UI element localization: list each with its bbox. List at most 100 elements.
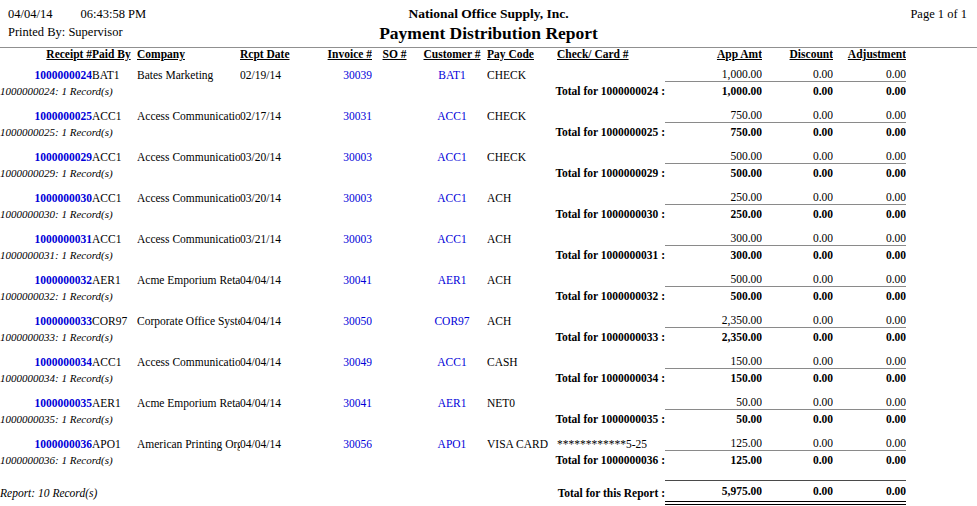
paid-by-cell: ACC1: [92, 184, 137, 205]
receipt-total-discount: 0.00: [762, 123, 833, 144]
receipt-total-row: 1000000036: 1 Record(s) Total for 100000…: [0, 451, 977, 472]
customer-number-link[interactable]: AER1: [417, 389, 487, 410]
paid-by-cell: AER1: [92, 266, 137, 287]
invoice-number-link[interactable]: 30003: [302, 184, 372, 205]
receipt-total-discount: 0.00: [762, 451, 833, 472]
receipt-total-discount: 0.00: [762, 205, 833, 226]
receipt-number-link[interactable]: 1000000024: [0, 61, 92, 82]
receipt-total-row: 1000000025: 1 Record(s) Total for 100000…: [0, 123, 977, 144]
customer-number-link[interactable]: APO1: [417, 430, 487, 451]
receipt-total-discount: 0.00: [762, 287, 833, 308]
rcpt-date-cell: 03/20/14: [240, 184, 302, 205]
receipt-number-link[interactable]: 1000000036: [0, 430, 92, 451]
receipt-total-adjustment: 0.00: [833, 410, 906, 431]
adjustment-cell: 0.00: [833, 307, 906, 328]
record-count-text: 1000000029: 1 Record(s): [0, 164, 487, 185]
invoice-number-link[interactable]: 30039: [302, 61, 372, 82]
invoice-number-link[interactable]: 30031: [302, 102, 372, 123]
record-count-text: 1000000033: 1 Record(s): [0, 328, 487, 349]
col-header-adjustment: Adjustment: [833, 48, 906, 61]
receipt-total-adjustment: 0.00: [833, 328, 906, 349]
invoice-number-link[interactable]: 30049: [302, 348, 372, 369]
receipt-number-link[interactable]: 1000000032: [0, 266, 92, 287]
receipt-total-adjustment: 0.00: [833, 164, 906, 185]
app-amt-cell: 500.00: [665, 266, 762, 287]
rcpt-date-cell: 02/17/14: [240, 102, 302, 123]
company-cell: Access Communication: [137, 348, 240, 369]
discount-cell: 0.00: [762, 225, 833, 246]
customer-number-link[interactable]: ACC1: [417, 102, 487, 123]
discount-cell: 0.00: [762, 348, 833, 369]
company-cell: American Printing Orga: [137, 430, 240, 451]
invoice-number-link[interactable]: 30050: [302, 307, 372, 328]
pay-code-cell: NET0: [487, 389, 557, 410]
receipt-total-row: 1000000029: 1 Record(s) Total for 100000…: [0, 164, 977, 185]
discount-cell: 0.00: [762, 102, 833, 123]
customer-number-link[interactable]: ACC1: [417, 225, 487, 246]
receipt-total-app-amt: 750.00: [665, 123, 762, 144]
customer-number-link[interactable]: BAT1: [417, 61, 487, 82]
adjustment-cell: 0.00: [833, 389, 906, 410]
receipt-total-row: 1000000035: 1 Record(s) Total for 100000…: [0, 410, 977, 431]
invoice-number-link[interactable]: 30003: [302, 225, 372, 246]
so-number-cell: [372, 225, 417, 246]
report-total-row: Report: 10 Record(s) Total for this Repo…: [0, 481, 977, 504]
receipt-total-row: 1000000030: 1 Record(s) Total for 100000…: [0, 205, 977, 226]
report-table: Receipt # Paid By Company Rcpt Date Invo…: [0, 48, 977, 505]
receipt-total-app-amt: 1,000.00: [665, 82, 762, 103]
so-number-cell: [372, 61, 417, 82]
receipt-total-adjustment: 0.00: [833, 451, 906, 472]
paid-by-cell: ACC1: [92, 102, 137, 123]
rcpt-date-cell: 04/04/14: [240, 430, 302, 451]
receipt-number-link[interactable]: 1000000030: [0, 184, 92, 205]
spacer-row: [0, 471, 977, 481]
customer-number-link[interactable]: ACC1: [417, 184, 487, 205]
receipt-total-row: 1000000032: 1 Record(s) Total for 100000…: [0, 287, 977, 308]
discount-cell: 0.00: [762, 430, 833, 451]
so-number-cell: [372, 348, 417, 369]
customer-number-link[interactable]: AER1: [417, 266, 487, 287]
paid-by-cell: APO1: [92, 430, 137, 451]
invoice-number-link[interactable]: 30041: [302, 266, 372, 287]
receipt-number-link[interactable]: 1000000025: [0, 102, 92, 123]
col-header-discount: Discount: [762, 48, 833, 61]
paid-by-cell: ACC1: [92, 348, 137, 369]
record-count-text: 1000000034: 1 Record(s): [0, 369, 487, 390]
receipt-number-link[interactable]: 1000000033: [0, 307, 92, 328]
receipt-total-label: Total for 1000000025 :: [487, 123, 665, 144]
col-header-customer: Customer #: [417, 48, 487, 61]
receipt-detail-row: 1000000029 ACC1 Access Communication 03/…: [0, 143, 977, 164]
receipt-total-adjustment: 0.00: [833, 369, 906, 390]
invoice-number-link[interactable]: 30003: [302, 143, 372, 164]
rcpt-date-cell: 03/20/14: [240, 143, 302, 164]
invoice-number-link[interactable]: 30041: [302, 389, 372, 410]
company-cell: Access Communication: [137, 184, 240, 205]
invoice-number-link[interactable]: 30056: [302, 430, 372, 451]
rcpt-date-cell: 04/04/14: [240, 307, 302, 328]
check-card-cell: [557, 266, 665, 287]
customer-number-link[interactable]: ACC1: [417, 348, 487, 369]
company-cell: Bates Marketing: [137, 61, 240, 82]
customer-number-link[interactable]: COR97: [417, 307, 487, 328]
col-header-check-card: Check/ Card #: [557, 48, 665, 61]
customer-number-link[interactable]: ACC1: [417, 143, 487, 164]
payment-distribution-report-page: 04/04/1406:43:58 PM Printed By: Supervis…: [0, 0, 977, 506]
pay-code-cell: CASH: [487, 348, 557, 369]
receipt-total-label: Total for 1000000029 :: [487, 164, 665, 185]
receipt-number-link[interactable]: 1000000031: [0, 225, 92, 246]
report-total-adjustment: 0.00: [833, 481, 906, 504]
receipt-total-discount: 0.00: [762, 82, 833, 103]
adjustment-cell: 0.00: [833, 225, 906, 246]
receipt-total-label: Total for 1000000030 :: [487, 205, 665, 226]
record-count-text: 1000000025: 1 Record(s): [0, 123, 487, 144]
receipt-number-link[interactable]: 1000000035: [0, 389, 92, 410]
receipt-total-discount: 0.00: [762, 410, 833, 431]
record-count-text: 1000000032: 1 Record(s): [0, 287, 487, 308]
receipt-number-link[interactable]: 1000000029: [0, 143, 92, 164]
discount-cell: 0.00: [762, 143, 833, 164]
check-card-cell: ************5-25: [557, 430, 665, 451]
receipt-total-discount: 0.00: [762, 369, 833, 390]
pay-code-cell: CHECK: [487, 61, 557, 82]
receipt-number-link[interactable]: 1000000034: [0, 348, 92, 369]
receipt-total-row: 1000000034: 1 Record(s) Total for 100000…: [0, 369, 977, 390]
